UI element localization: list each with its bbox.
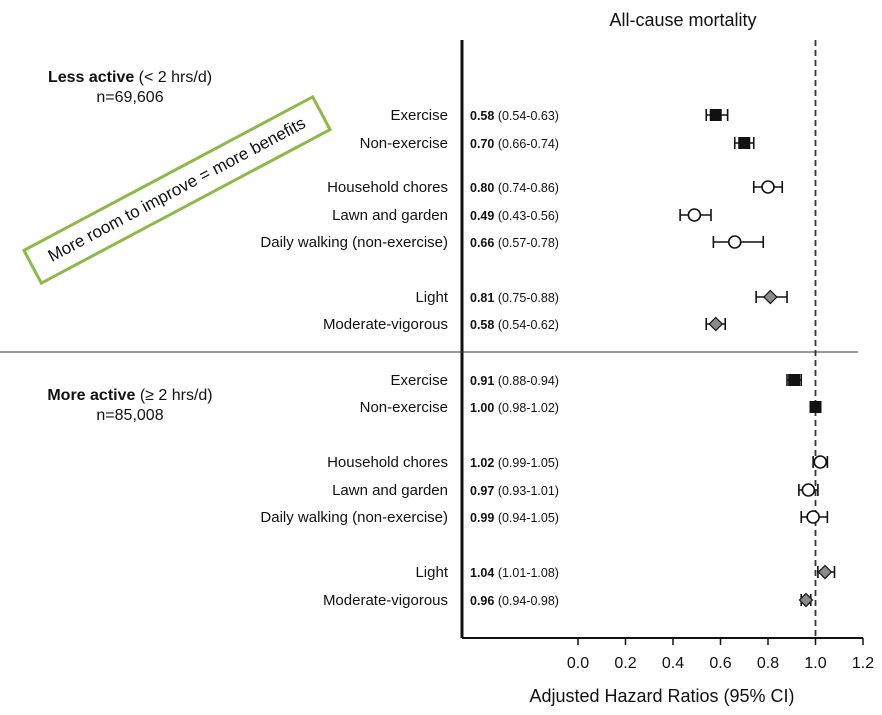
row-label: Moderate-vigorous bbox=[323, 592, 448, 609]
row-label: Light bbox=[415, 564, 448, 581]
group-title-more-active: More active (≥ 2 hrs/d) n=85,008 bbox=[20, 386, 240, 426]
point-diamond bbox=[798, 592, 814, 608]
point-circle bbox=[761, 180, 775, 194]
point-circle bbox=[727, 235, 742, 249]
row-estimate-text: 1.04 (1.01-1.08) bbox=[470, 566, 559, 580]
x-tick-label: 0.8 bbox=[757, 655, 779, 672]
group-n: n=85,008 bbox=[96, 407, 164, 424]
row-label: Non-exercise bbox=[360, 399, 448, 416]
point-square bbox=[809, 401, 822, 413]
row-estimate-text: 0.97 (0.93-1.01) bbox=[470, 484, 559, 498]
point-diamond bbox=[817, 564, 833, 580]
row-estimate-text: 0.70 (0.66-0.74) bbox=[470, 137, 559, 151]
x-tick-label: 0.2 bbox=[614, 655, 636, 672]
row-label: Exercise bbox=[390, 107, 448, 124]
point-circle bbox=[806, 510, 820, 524]
group-range: (< 2 hrs/d) bbox=[134, 69, 213, 86]
chart-title: All-cause mortality bbox=[609, 10, 756, 30]
group-name: Less active bbox=[47, 69, 135, 86]
x-tick-label: 0.4 bbox=[662, 655, 684, 672]
row-estimate-text: 0.66 (0.57-0.78) bbox=[470, 236, 559, 250]
group-title-less-active: Less active (< 2 hrs/d) n=69,606 bbox=[20, 68, 240, 108]
row-estimate-text: 0.81 (0.75-0.88) bbox=[470, 291, 559, 305]
point-diamond bbox=[763, 289, 778, 305]
x-axis-label: Adjusted Hazard Ratios (95% CI) bbox=[529, 686, 794, 706]
row-label: Daily walking (non-exercise) bbox=[260, 509, 448, 526]
group-name: More active bbox=[47, 387, 136, 404]
row-label: Exercise bbox=[390, 372, 448, 389]
row-estimate-text: 0.99 (0.94-1.05) bbox=[470, 511, 559, 525]
row-label: Non-exercise bbox=[360, 135, 448, 152]
row-estimate-text: 0.58 (0.54-0.62) bbox=[470, 318, 559, 332]
x-tick-label: 1.0 bbox=[804, 655, 826, 672]
row-label: Household chores bbox=[327, 179, 448, 196]
row-estimate-text: 0.91 (0.88-0.94) bbox=[470, 374, 559, 388]
row-label: Household chores bbox=[327, 454, 448, 471]
point-diamond bbox=[708, 316, 724, 332]
row-label: Light bbox=[415, 289, 448, 306]
group-n: n=69,606 bbox=[96, 89, 164, 106]
row-estimate-text: 0.96 (0.94-0.98) bbox=[470, 594, 559, 608]
point-square bbox=[738, 137, 751, 149]
row-label: Lawn and garden bbox=[332, 207, 448, 224]
point-circle bbox=[687, 208, 702, 222]
row-estimate-text: 0.80 (0.74-0.86) bbox=[470, 181, 559, 195]
row-label: Daily walking (non-exercise) bbox=[260, 234, 448, 251]
point-square bbox=[788, 374, 801, 386]
x-tick-label: 0.6 bbox=[709, 655, 731, 672]
point-square bbox=[709, 109, 722, 121]
row-estimate-text: 1.00 (0.98-1.02) bbox=[470, 401, 559, 415]
group-range: (≥ 2 hrs/d) bbox=[135, 387, 213, 404]
x-tick-label: 1.2 bbox=[852, 655, 874, 672]
point-circle bbox=[813, 455, 828, 469]
row-estimate-text: 1.02 (0.99-1.05) bbox=[470, 456, 559, 470]
x-tick-label: 0.0 bbox=[567, 655, 589, 672]
point-circle bbox=[801, 483, 816, 497]
row-label: Lawn and garden bbox=[332, 482, 448, 499]
row-estimate-text: 0.58 (0.54-0.63) bbox=[470, 109, 559, 123]
row-estimate-text: 0.49 (0.43-0.56) bbox=[470, 209, 559, 223]
row-label: Moderate-vigorous bbox=[323, 316, 448, 333]
